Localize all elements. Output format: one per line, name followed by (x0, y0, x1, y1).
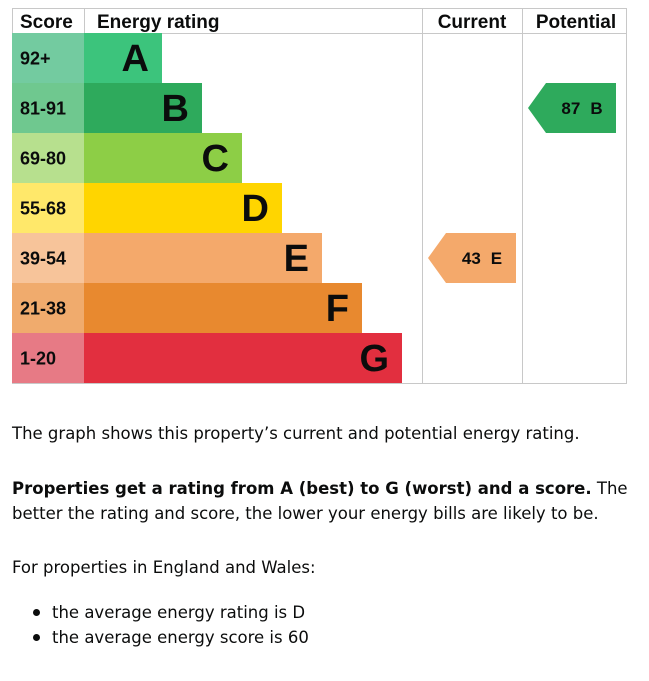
band-range-label: 55-68 (20, 199, 66, 219)
potential-rating-arrow (528, 83, 616, 133)
band-bar-c (84, 133, 242, 183)
potential-rating-rating: B (590, 99, 602, 118)
current-rating-score: 43 (462, 249, 481, 268)
band-label-bg (12, 83, 84, 133)
band-label-bg (12, 133, 84, 183)
band-bar-a (84, 33, 162, 83)
region-note: For properties in England and Wales: (12, 558, 316, 577)
band-range-label: 92+ (20, 49, 51, 69)
band-range-label: 21-38 (20, 299, 66, 319)
rating-explanation-bold: Properties get a rating from A (best) to… (12, 479, 592, 498)
band-bar-f (84, 283, 362, 333)
band-letter: C (202, 138, 229, 180)
average-score-item: the average energy score is 60 (12, 625, 309, 650)
band-bar-d (84, 183, 282, 233)
band-letter: A (122, 38, 149, 80)
band-letter: E (284, 238, 309, 280)
band-bar-e (84, 233, 322, 283)
rating-markers: 43 E 87 B (428, 83, 616, 283)
band-letter: D (242, 188, 269, 230)
graph-description: The graph shows this property’s current … (12, 424, 580, 443)
potential-header: Potential (536, 12, 616, 33)
current-rating-label: 43 E (462, 249, 502, 268)
band-label-bg (12, 233, 84, 283)
band-letter: F (326, 288, 349, 330)
band-range-label: 39-54 (20, 249, 66, 269)
epc-rating-chart: Score Energy rating Current Potential 92… (12, 8, 627, 384)
current-rating-arrow (428, 233, 516, 283)
band-label-bg (12, 283, 84, 333)
potential-rating-score: 87 (561, 99, 580, 118)
rating-bands: 92+ A 81-91 B 69-80 C 55-68 D 39-54 E 21-38 F 1-20 G (12, 33, 402, 383)
average-list: the average energy rating is D the avera… (12, 600, 309, 650)
band-letter: G (359, 338, 389, 380)
band-range-label: 1-20 (20, 349, 56, 369)
score-header: Score (20, 12, 73, 33)
potential-rating-label: 87 B (561, 99, 602, 118)
band-range-label: 81-91 (20, 99, 66, 119)
rating-explanation-rest: The better the rating and score, the low… (12, 479, 628, 523)
current-header: Current (438, 12, 507, 33)
energy-rating-header: Energy rating (97, 12, 219, 33)
current-rating-rating: E (491, 249, 502, 268)
band-label-bg (12, 183, 84, 233)
band-bar-g (84, 333, 402, 383)
rating-explanation: Properties get a rating from A (best) to… (12, 476, 642, 526)
band-range-label: 69-80 (20, 149, 66, 169)
average-rating-item: the average energy rating is D (12, 600, 309, 625)
band-label-bg (12, 33, 84, 83)
band-label-bg (12, 333, 84, 383)
band-letter: B (162, 88, 189, 130)
band-bar-b (84, 83, 202, 133)
